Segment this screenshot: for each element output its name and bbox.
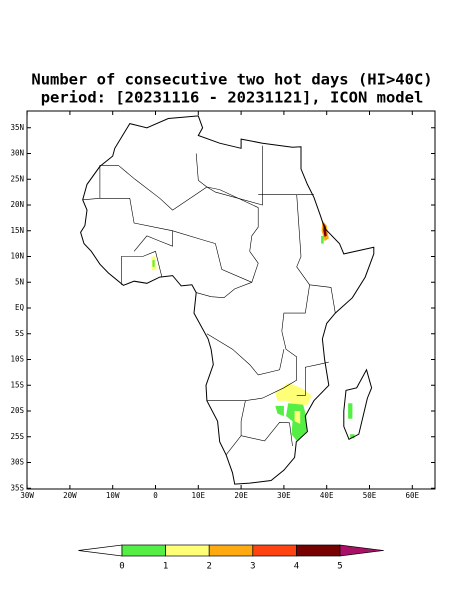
- border: [225, 331, 298, 455]
- subtitle: period: [20231116 - 20231121], ICON mode…: [41, 89, 424, 107]
- colorbar-label: 0: [119, 562, 124, 572]
- coastline: [80, 115, 375, 485]
- lat-tick-label: EQ: [15, 303, 25, 312]
- border: [118, 145, 263, 211]
- lon-tick-label: 30E: [277, 491, 291, 500]
- border: [241, 421, 293, 447]
- lat-tick-label: 10S: [10, 355, 24, 364]
- lat-tick-label: 15S: [10, 380, 24, 389]
- border: [172, 230, 259, 283]
- lon-tick-label: 0: [153, 491, 158, 500]
- colorbar-box: [165, 544, 210, 557]
- colorbar-box: [121, 544, 166, 557]
- colorbar-label: 3: [250, 562, 255, 572]
- border: [296, 361, 329, 396]
- colorbar-extension: [78, 544, 123, 557]
- lat-tick-label: 15N: [10, 226, 24, 235]
- shaded-area: [294, 411, 301, 424]
- border: [195, 153, 208, 188]
- colorbar-label: 1: [163, 562, 168, 572]
- shaded-area: [348, 403, 353, 419]
- colorbar-label: 4: [294, 562, 299, 572]
- shaded-area: [275, 405, 284, 417]
- border: [121, 250, 163, 285]
- colorbar-label: 2: [206, 562, 211, 572]
- lon-tick-label: 10W: [106, 491, 120, 500]
- border: [196, 282, 252, 299]
- shaded-area: [286, 403, 307, 441]
- lon-tick-label: 40E: [320, 491, 334, 500]
- coastline: [343, 368, 373, 440]
- lon-tick-label: 20W: [63, 491, 77, 500]
- lon-tick-label: 50E: [363, 491, 377, 500]
- shaded-area: [152, 260, 155, 267]
- colorbar-box: [296, 544, 341, 557]
- lat-tick-label: 25S: [10, 432, 24, 441]
- shaded-area: [321, 235, 324, 244]
- lon-tick-label: 30W: [20, 491, 34, 500]
- lon-tick-label: 20E: [234, 491, 248, 500]
- title: Number of consecutive two hot days (HI>4…: [31, 71, 432, 89]
- border: [281, 284, 310, 332]
- lat-tick-label: 35N: [10, 123, 24, 132]
- border: [206, 333, 285, 376]
- lat-tick-label: 20S: [10, 406, 24, 415]
- lat-tick-label: 30S: [10, 458, 24, 467]
- map-frame: [26, 110, 436, 490]
- lat-tick-label: 5N: [15, 277, 24, 286]
- border: [82, 165, 119, 201]
- border: [206, 186, 259, 252]
- lat-tick-label: 5S: [15, 329, 25, 338]
- lat-tick-label: 20N: [10, 200, 24, 209]
- colorbar-extension: [339, 544, 384, 557]
- lon-tick-label: 60E: [406, 491, 420, 500]
- lat-tick-label: 30N: [10, 149, 24, 158]
- colorbar-label: 5: [337, 562, 342, 572]
- lat-tick-label: 25N: [10, 174, 24, 183]
- colorbar-box: [208, 544, 254, 557]
- lon-tick-label: 10E: [192, 491, 206, 500]
- border: [296, 194, 336, 314]
- lat-tick-label: 10N: [10, 252, 24, 261]
- border: [99, 198, 173, 252]
- colorbar-box: [252, 544, 297, 557]
- lat-tick-label: 35S: [10, 483, 24, 492]
- shaded-area: [275, 382, 312, 406]
